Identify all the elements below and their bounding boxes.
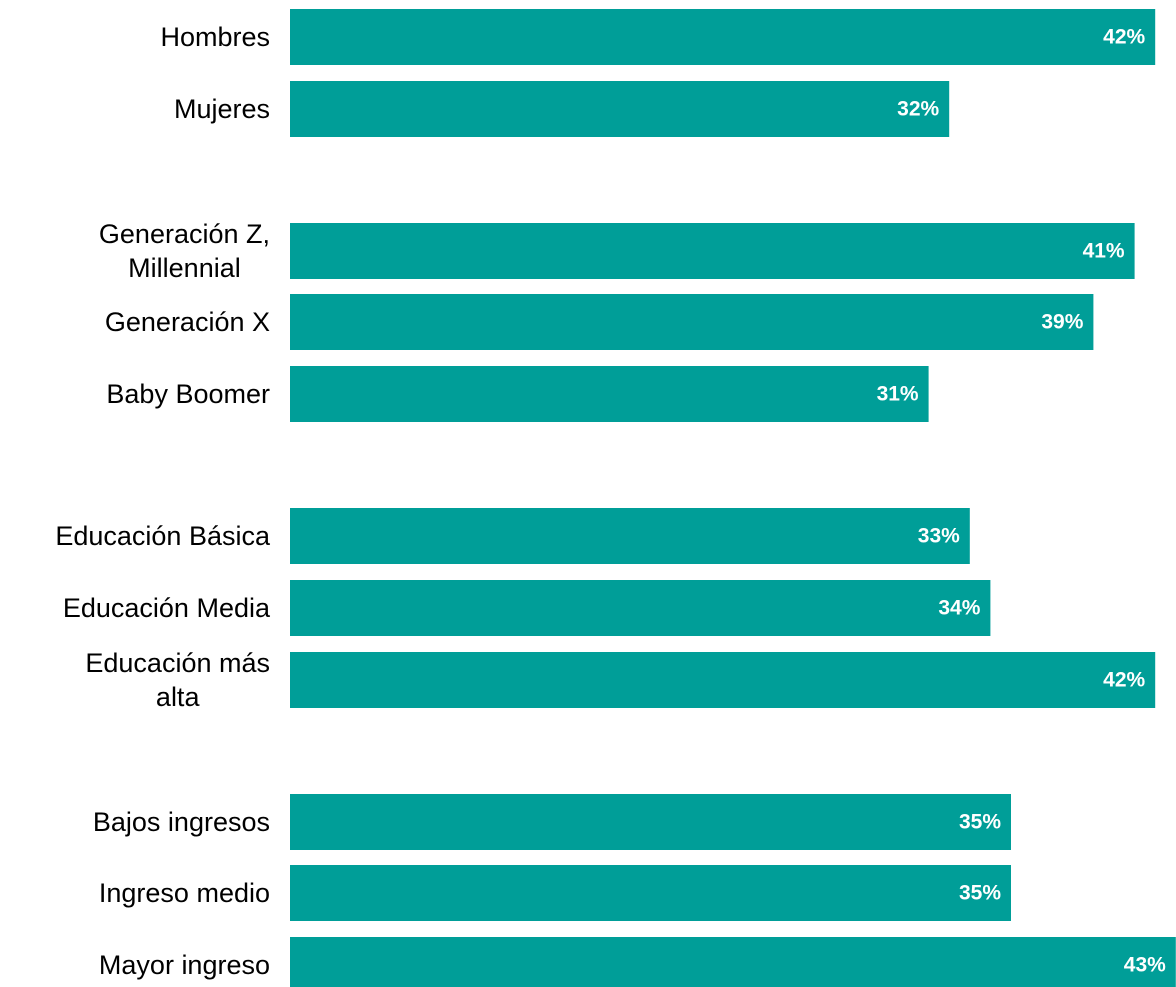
category-label: Educación Media [63, 593, 271, 623]
category-label: Generación Z, [99, 219, 270, 249]
bar [290, 9, 1156, 65]
bar [290, 580, 991, 636]
bar [290, 865, 1011, 921]
bar-value-label: 31% [877, 383, 919, 406]
bar-value-label: 42% [1103, 26, 1145, 49]
category-label: Mayor ingreso [99, 950, 270, 980]
bar [290, 294, 1094, 350]
bar-value-label: 34% [938, 597, 980, 620]
bar-value-label: 41% [1083, 240, 1125, 263]
category-label: Millennial [128, 253, 241, 283]
bar-value-label: 43% [1124, 954, 1166, 977]
bar [290, 937, 1176, 987]
category-label: Educación más [85, 648, 270, 678]
bar-value-label: 42% [1103, 669, 1145, 692]
value-labels-layer: 42% 32% 41% 39% 31% 33% 34% 42% 35% 35% 43% [877, 26, 1167, 977]
category-label: Ingreso medio [99, 878, 270, 908]
bar-value-label: 32% [897, 98, 939, 121]
bar [290, 366, 929, 422]
bar-value-label: 39% [1041, 311, 1083, 334]
category-label: Bajos ingresos [93, 807, 270, 837]
bar-value-label: 35% [959, 882, 1001, 905]
bar [290, 508, 970, 564]
category-labels-layer: Hombres Mujeres Generación Z, Millennial Gen… [55, 22, 271, 980]
category-label: Baby Boomer [106, 379, 270, 409]
bar [290, 652, 1156, 708]
category-label: Generación X [105, 307, 270, 337]
bar [290, 81, 950, 137]
bar [290, 794, 1011, 850]
category-label: alta [156, 682, 201, 712]
bars-layer [290, 9, 1176, 987]
category-label: Mujeres [174, 94, 270, 124]
bar-value-label: 33% [918, 525, 960, 548]
category-label: Hombres [160, 22, 270, 52]
bar-value-label: 35% [959, 811, 1001, 834]
category-label: Educación Básica [55, 521, 271, 551]
bar [290, 223, 1135, 279]
